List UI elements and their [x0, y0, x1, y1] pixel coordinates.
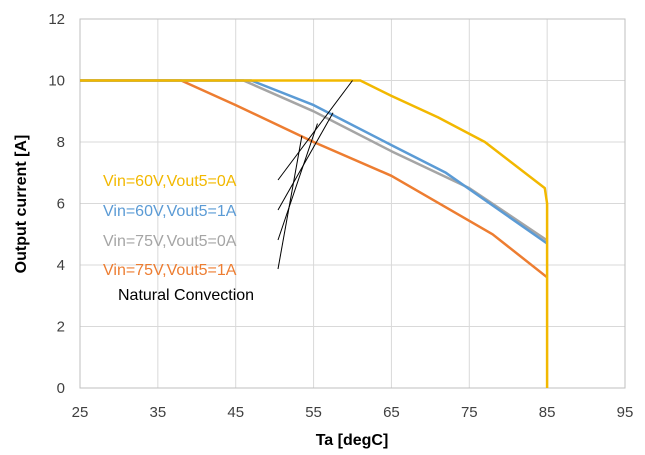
- legend-item-3: Vin=75V,Vout5=1A: [103, 262, 237, 279]
- legend-item-2: Vin=75V,Vout5=0A: [103, 233, 237, 250]
- leader-line-2: [277, 123, 318, 241]
- leader-line-1: [277, 112, 334, 211]
- y-tick-label: 10: [48, 73, 65, 90]
- x-tick-label: 45: [227, 404, 244, 421]
- series-lines: [80, 79, 549, 388]
- legend: Vin=60V,Vout5=0A Vin=60V,Vout5=1A Vin=75V,…: [103, 173, 237, 279]
- y-tick-label: 8: [57, 134, 65, 151]
- x-tick-label: 35: [150, 404, 167, 421]
- x-axis-title: Ta [degC]: [316, 432, 389, 449]
- x-tick-label: 65: [383, 404, 400, 421]
- tick-labels: 25 35 45 55 65 75 85 95 0 2 4 6 8 10 12: [48, 11, 633, 421]
- x-tick-label: 25: [72, 404, 89, 421]
- y-axis-title: Output current [A]: [13, 135, 30, 274]
- y-tick-label: 0: [57, 380, 65, 397]
- y-tick-label: 2: [57, 319, 65, 336]
- legend-item-1: Vin=60V,Vout5=1A: [103, 203, 237, 220]
- leader-line-3: [277, 135, 303, 270]
- x-tick-label: 75: [461, 404, 478, 421]
- annotation-natural-convection: Natural Convection: [118, 287, 254, 304]
- x-tick-label: 85: [539, 404, 556, 421]
- y-tick-label: 12: [48, 11, 65, 28]
- y-tick-label: 6: [57, 196, 65, 213]
- y-tick-label: 4: [57, 257, 65, 274]
- series-line-0: [80, 79, 549, 388]
- legend-leader-lines: [277, 80, 353, 270]
- x-tick-label: 95: [617, 404, 634, 421]
- x-tick-label: 55: [305, 404, 322, 421]
- plot-area-frame: [79, 18, 626, 389]
- legend-item-0: Vin=60V,Vout5=0A: [103, 173, 237, 190]
